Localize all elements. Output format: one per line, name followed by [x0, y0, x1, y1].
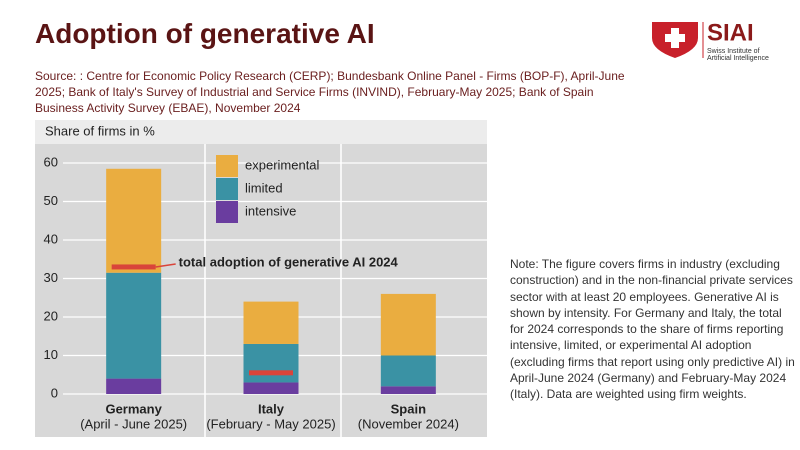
y-tick-label: 30	[44, 270, 58, 285]
bar-segment	[243, 343, 299, 383]
annotation-leader	[155, 263, 176, 268]
x-tick-label: Germany	[105, 401, 162, 416]
x-tick-sublabel: (February - May 2025)	[206, 416, 335, 431]
x-tick-sublabel: (April - June 2025)	[80, 416, 187, 431]
y-axis-label: Share of firms in %	[45, 123, 155, 138]
legend-label: intensive	[245, 203, 296, 218]
logo-cross	[665, 28, 685, 48]
logo-name: SIAI	[707, 19, 754, 46]
logo-subtitle: Swiss Institute of	[707, 48, 760, 55]
bar-segment	[243, 301, 299, 344]
bar-segment	[106, 168, 162, 273]
x-tick-label: Italy	[258, 401, 285, 416]
bar-segment	[106, 378, 162, 394]
legend-label: experimental	[245, 157, 320, 172]
bar-segment	[380, 355, 436, 387]
y-tick-label: 10	[44, 347, 58, 362]
legend-swatch	[216, 155, 238, 177]
total-marker	[111, 264, 156, 270]
y-tick-label: 60	[44, 154, 58, 169]
legend-swatch	[216, 201, 238, 223]
source: Source: : Centre for Economic Policy Res…	[35, 69, 625, 115]
legend-label: limited	[245, 180, 283, 195]
x-tick-label: Spain	[391, 401, 426, 416]
bar-segment	[380, 293, 436, 356]
title: Adoption of generative AI	[35, 18, 375, 49]
total-marker	[249, 370, 293, 376]
annotation: total adoption of generative AI 2024	[179, 254, 399, 269]
y-tick-label: 0	[51, 385, 58, 400]
y-tick-label: 40	[44, 231, 58, 246]
bar-segment	[243, 382, 299, 394]
axis-label-strip	[35, 120, 487, 144]
note: Note: The figure covers firms in industr…	[510, 257, 795, 402]
logo-subtitle: Artificial Intelligence	[707, 55, 769, 62]
bar-segment	[106, 272, 162, 379]
bar-segment	[380, 386, 436, 394]
y-tick-label: 50	[44, 193, 58, 208]
y-tick-label: 20	[44, 308, 58, 323]
x-tick-sublabel: (November 2024)	[358, 416, 459, 431]
legend-swatch	[216, 178, 238, 200]
